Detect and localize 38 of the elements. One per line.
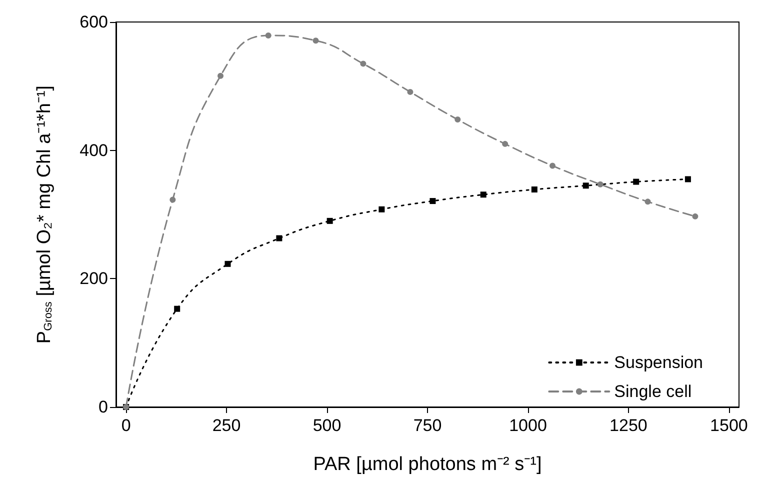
point bbox=[531, 186, 538, 192]
point bbox=[684, 176, 691, 182]
point bbox=[326, 218, 333, 224]
x-tick-label: 250 bbox=[212, 416, 241, 435]
point bbox=[502, 140, 508, 147]
y-axis-title: PGross [µmol O₂* mg Chl a⁻¹*h⁻¹] bbox=[34, 85, 55, 344]
point bbox=[633, 178, 640, 185]
x-tick-label: 500 bbox=[312, 416, 342, 435]
point bbox=[224, 260, 231, 267]
y-tick-label: 0 bbox=[98, 398, 108, 416]
point bbox=[170, 196, 176, 203]
point bbox=[582, 182, 589, 189]
legend-label: Single cell bbox=[614, 382, 692, 401]
point bbox=[430, 198, 436, 204]
x-tick-label: 0 bbox=[121, 416, 131, 435]
x-axis-title: PAR [µmol photons m⁻² s⁻¹] bbox=[313, 454, 542, 475]
x-tick-label: 1500 bbox=[710, 416, 748, 435]
y-tick-label: 400 bbox=[80, 140, 108, 160]
y-tick-label: 600 bbox=[80, 12, 108, 32]
point bbox=[407, 88, 414, 95]
point bbox=[597, 181, 604, 188]
point bbox=[265, 32, 272, 38]
y-tick-label: 200 bbox=[80, 269, 108, 288]
x-tick-label: 1250 bbox=[610, 416, 648, 435]
point bbox=[644, 198, 651, 205]
point bbox=[360, 60, 366, 67]
point bbox=[174, 306, 180, 312]
point bbox=[692, 213, 698, 220]
point bbox=[550, 162, 556, 169]
point bbox=[480, 192, 486, 198]
x-tick-label: 750 bbox=[413, 416, 442, 435]
point bbox=[218, 72, 224, 79]
point bbox=[312, 38, 319, 44]
point bbox=[276, 235, 282, 242]
point bbox=[454, 116, 461, 123]
legend-label: Suspension bbox=[614, 353, 703, 372]
x-tick-label: 1000 bbox=[509, 416, 547, 435]
point bbox=[378, 206, 385, 212]
